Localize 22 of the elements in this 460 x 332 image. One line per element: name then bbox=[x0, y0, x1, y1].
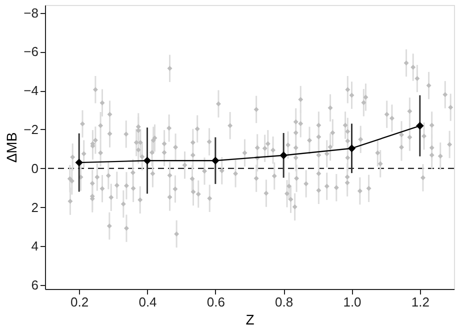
point bbox=[75, 158, 83, 166]
point bbox=[416, 122, 424, 130]
y-axis-title: ΔMB bbox=[4, 132, 20, 163]
point bbox=[212, 156, 220, 164]
point bbox=[348, 144, 356, 152]
y-tick-label: −8 bbox=[24, 5, 38, 20]
x-tick-label: 0.8 bbox=[275, 294, 294, 310]
x-tick-label: 0.6 bbox=[206, 294, 225, 310]
y-tick-label: 2 bbox=[31, 200, 38, 215]
y-tick-label: 4 bbox=[31, 238, 38, 254]
y-tick-label: −6 bbox=[24, 44, 38, 60]
y-tick-label: 0 bbox=[31, 160, 38, 176]
x-tick-label: 0.4 bbox=[138, 294, 157, 310]
x-tick-label: 0.2 bbox=[70, 294, 89, 310]
x-tick-label: 1.2 bbox=[411, 294, 430, 310]
x-tick-label: 1.0 bbox=[343, 294, 362, 310]
x-axis-title: Z bbox=[246, 312, 255, 328]
y-tick-label: −4 bbox=[24, 83, 38, 98]
point bbox=[280, 151, 288, 160]
point bbox=[143, 156, 152, 164]
y-tick-label: −2 bbox=[24, 122, 38, 137]
y-tick-label: 6 bbox=[31, 278, 38, 293]
